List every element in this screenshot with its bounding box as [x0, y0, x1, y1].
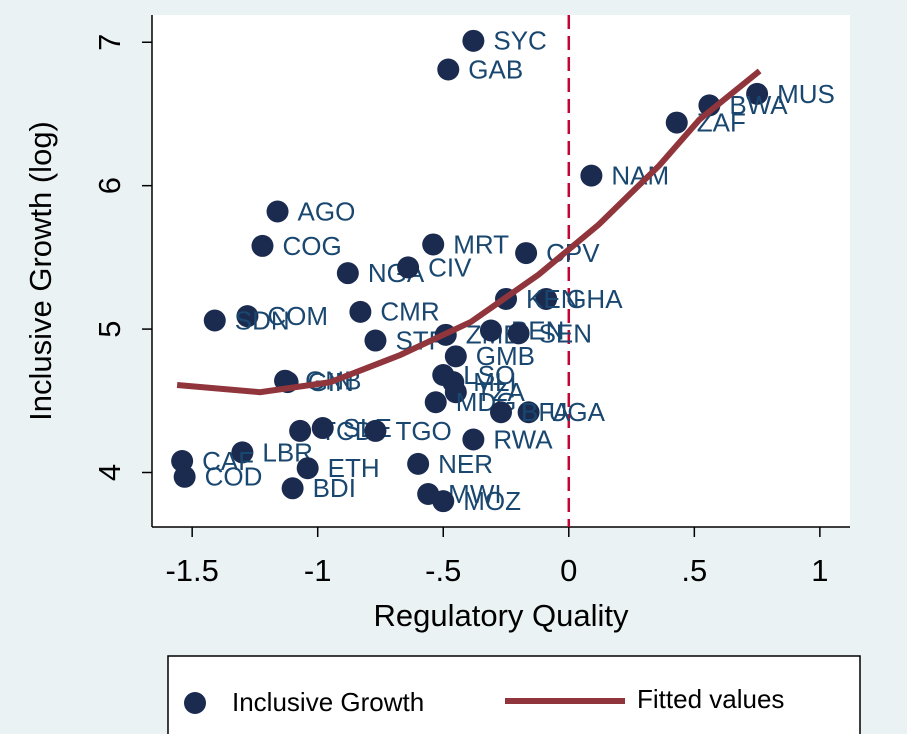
plot-area — [152, 15, 850, 527]
point — [424, 391, 447, 414]
point — [517, 401, 540, 424]
point — [462, 428, 485, 451]
point-label: LSO — [463, 360, 515, 390]
point-label: SEN — [539, 318, 592, 348]
x-tick-label: -1 — [304, 553, 332, 588]
y-tick-label: 7 — [92, 34, 127, 51]
point-label: SYC — [493, 26, 546, 56]
point-label: CAF — [202, 446, 254, 476]
point — [349, 300, 372, 323]
x-tick-label: .5 — [681, 553, 707, 588]
x-axis-label: Regulatory Quality — [373, 598, 629, 633]
point-label: UGA — [549, 397, 606, 427]
point-label: MWI — [448, 479, 501, 509]
point — [407, 452, 430, 475]
point — [289, 419, 312, 442]
x-tick-label: -1.5 — [165, 553, 218, 588]
point — [231, 441, 254, 464]
point-label: MLI — [473, 367, 516, 397]
x-tick-label: 1 — [811, 553, 828, 588]
point-label: COG — [282, 231, 341, 261]
point-label: MRT — [453, 229, 509, 259]
legend-marker — [184, 692, 206, 714]
point — [437, 58, 460, 81]
point-label: COM — [267, 301, 328, 331]
point — [364, 329, 387, 352]
point-label: CMR — [380, 297, 439, 327]
point-label: KEN — [526, 284, 579, 314]
point-label: MOZ — [463, 486, 521, 516]
point-label: COD — [205, 462, 263, 492]
point — [266, 200, 289, 223]
point-label: MUS — [777, 79, 835, 109]
point-label: BFA — [521, 397, 571, 427]
point — [173, 465, 196, 488]
point-label: BDI — [313, 473, 356, 503]
point — [251, 234, 274, 257]
y-tick-label: 4 — [92, 464, 127, 481]
point — [535, 287, 558, 310]
legend-label: Inclusive Growth — [232, 687, 424, 717]
point — [296, 457, 319, 480]
legend-box — [167, 655, 861, 734]
point — [515, 242, 538, 265]
point-label: NER — [438, 449, 493, 479]
x-tick-label: 0 — [560, 553, 577, 588]
legend-label: Fitted values — [637, 684, 784, 714]
point-label: RWA — [493, 424, 553, 454]
point — [397, 256, 420, 279]
point — [444, 345, 467, 368]
point — [336, 262, 359, 285]
point-label: CIV — [428, 252, 472, 282]
point-label: GAB — [468, 54, 523, 84]
point — [479, 319, 502, 342]
point-label: TGO — [395, 416, 451, 446]
y-axis-label: Inclusive Growth (log) — [23, 121, 58, 421]
point-label: GMB — [476, 341, 535, 371]
point — [665, 111, 688, 134]
point — [746, 82, 769, 105]
point — [203, 309, 226, 332]
point — [507, 322, 530, 345]
y-tick-label: 6 — [92, 177, 127, 194]
point-label: GHA — [566, 284, 623, 314]
point — [364, 419, 387, 442]
y-tick-label: 5 — [92, 320, 127, 337]
point — [311, 417, 334, 440]
point — [281, 477, 304, 500]
point — [462, 29, 485, 52]
fitted-line — [176, 68, 762, 396]
point — [444, 381, 467, 404]
point-label: AGO — [298, 196, 356, 226]
point — [422, 233, 445, 256]
point-label: ETH — [328, 453, 380, 483]
point — [432, 490, 455, 513]
point — [490, 401, 512, 424]
x-tick-label: -.5 — [425, 553, 461, 588]
point-label: ZAF — [697, 107, 746, 137]
point — [236, 305, 259, 328]
point-label: BWA — [729, 90, 788, 120]
point — [580, 164, 603, 187]
point-label: SDN — [235, 305, 290, 335]
